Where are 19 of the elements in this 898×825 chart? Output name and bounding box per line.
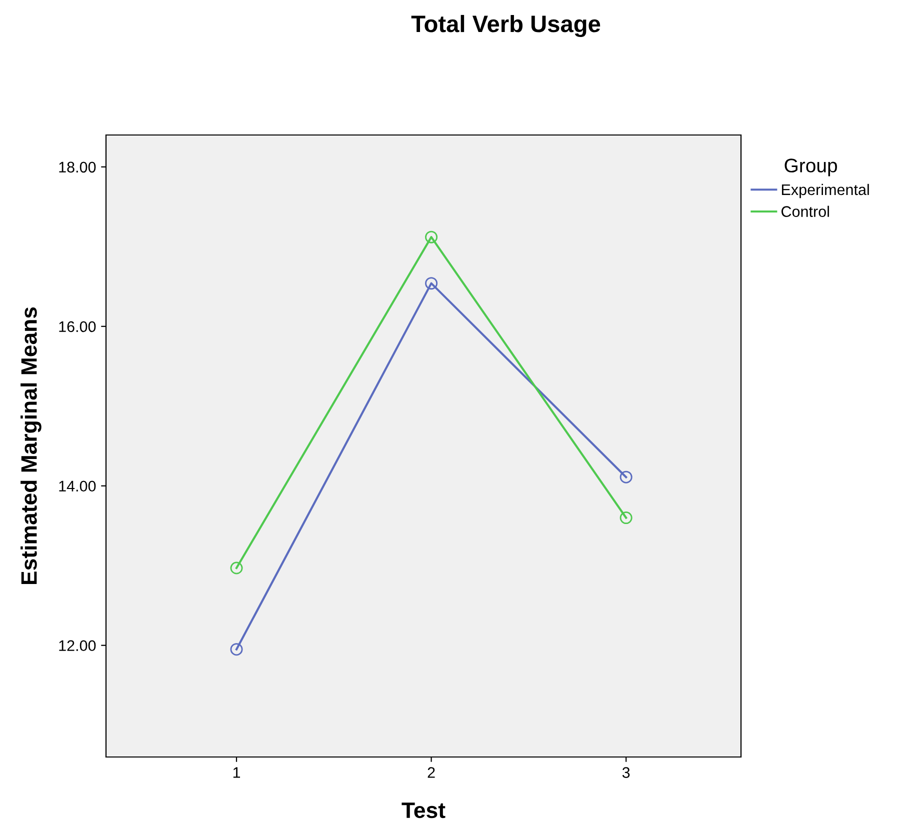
x-axis-title: Test [402, 802, 446, 818]
point [230, 643, 243, 656]
y-axis-title: Estimated Marginal Means [20, 307, 42, 584]
x-tick-label: 1 [233, 767, 240, 778]
legend-title: Group [784, 158, 837, 176]
y-tick-label: 16.00 [59, 321, 96, 332]
point [425, 277, 438, 290]
x-tick-label: 2 [428, 767, 435, 778]
point [620, 470, 632, 484]
y-tick-label: 14.00 [59, 480, 96, 492]
x-tick-label: 3 [622, 767, 630, 778]
chart-title: Total Verb Usage [411, 14, 600, 38]
y-tick-label: 18.00 [59, 162, 96, 173]
legend-label: Experimental [782, 184, 869, 198]
legend-label: Control [782, 206, 829, 217]
point [425, 230, 438, 244]
point [620, 512, 632, 524]
y-tick-label: 12.00 [59, 640, 96, 652]
point [230, 562, 243, 574]
